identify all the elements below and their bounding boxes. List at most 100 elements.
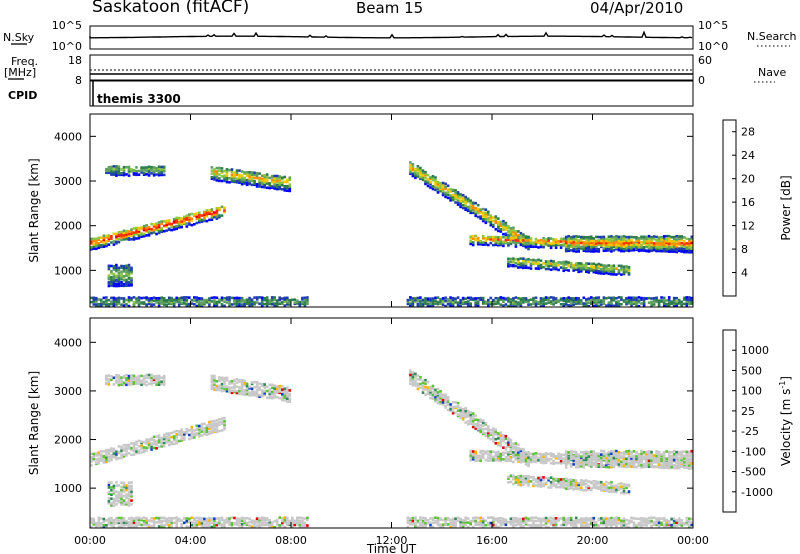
range-cell: [519, 483, 523, 487]
range-cell: [130, 296, 133, 300]
range-cell: [552, 477, 555, 481]
range-cell: [492, 427, 495, 430]
range-cell: [112, 280, 116, 284]
range-cell: [228, 388, 231, 392]
range-cell: [147, 373, 151, 377]
range-cell: [421, 391, 425, 394]
range-cell: [532, 516, 535, 520]
range-cell: [574, 243, 578, 247]
range-cell: [600, 263, 603, 267]
range-cell: [509, 522, 513, 526]
range-cell: [647, 250, 651, 253]
range-cell: [635, 296, 638, 300]
range-cell: [542, 476, 545, 479]
range-cell: [265, 396, 269, 400]
range-cell: [605, 521, 608, 525]
range-cell: [544, 522, 548, 525]
range-cell: [125, 519, 128, 523]
range-cell: [223, 381, 226, 384]
range-cell: [529, 264, 533, 267]
range-cell: [120, 447, 123, 450]
range-cell: [172, 439, 176, 442]
range-cell: [509, 521, 513, 524]
range-cell: [230, 521, 234, 525]
range-cell: [574, 296, 578, 300]
range-cell: [107, 521, 111, 524]
range-cell: [489, 428, 493, 432]
range-cell: [286, 521, 289, 525]
range-cell: [120, 493, 123, 496]
range-cell: [95, 241, 98, 245]
range-cell: [120, 234, 123, 238]
range-cell: [627, 452, 631, 456]
range-cell: [607, 269, 611, 273]
range-cell: [275, 301, 279, 304]
range-cell: [152, 381, 156, 384]
range-cell: [250, 382, 254, 386]
range-cell: [537, 456, 540, 460]
range-cell: [130, 522, 133, 525]
range-cell: [471, 452, 475, 456]
range-cell: [509, 517, 513, 520]
range-cell: [466, 517, 470, 520]
range-cell: [577, 270, 580, 274]
range-cell: [409, 371, 412, 374]
range-cell: [125, 495, 128, 498]
range-cell: [660, 249, 663, 253]
range-cell: [680, 247, 683, 250]
range-cell: [512, 259, 515, 263]
range-cell: [268, 299, 271, 302]
range-cell: [547, 241, 550, 244]
range-cell: [107, 266, 111, 269]
range-cell: [172, 521, 176, 525]
range-cell: [499, 444, 503, 448]
range-cell: [183, 517, 186, 520]
range-cell: [185, 303, 189, 306]
range-cell: [140, 523, 143, 527]
range-cell: [421, 298, 425, 302]
range-cell: [127, 501, 131, 505]
range-cell: [522, 456, 525, 460]
range-cell: [439, 394, 442, 398]
y-tick-label: 1000: [54, 264, 82, 277]
range-cell: [258, 181, 261, 184]
range-cell: [562, 264, 565, 268]
range-cell: [424, 180, 427, 183]
range-cell: [602, 457, 606, 460]
range-cell: [587, 245, 591, 248]
range-cell: [263, 174, 266, 177]
range-cell: [617, 482, 621, 486]
range-cell: [632, 248, 636, 251]
range-cell: [140, 383, 143, 387]
range-cell: [499, 243, 503, 247]
range-cell: [90, 296, 93, 300]
range-cell: [203, 210, 206, 214]
range-cell: [102, 454, 106, 458]
range-cell: [434, 176, 437, 179]
range-cell: [281, 181, 284, 184]
range-cell: [115, 494, 118, 497]
range-cell: [554, 262, 558, 265]
range-cell: [210, 525, 214, 529]
range-cell: [630, 243, 633, 246]
range-cell: [270, 178, 274, 182]
range-cell: [253, 182, 256, 185]
range-cell: [683, 302, 686, 306]
range-cell: [544, 302, 548, 305]
range-cell: [484, 431, 488, 435]
range-cell: [627, 296, 631, 299]
range-cell: [579, 239, 583, 242]
range-cell: [175, 224, 178, 228]
range-cell: [147, 382, 151, 386]
range-cell: [180, 296, 183, 299]
range-cell: [610, 484, 613, 487]
range-cell: [419, 296, 422, 299]
range-cell: [152, 376, 156, 380]
range-cell: [218, 298, 221, 301]
range-cell: [278, 185, 281, 189]
range-cell: [542, 523, 545, 527]
range-cell: [150, 519, 153, 523]
range-cell: [286, 184, 289, 188]
range-cell: [150, 300, 153, 303]
range-cell: [213, 211, 216, 214]
